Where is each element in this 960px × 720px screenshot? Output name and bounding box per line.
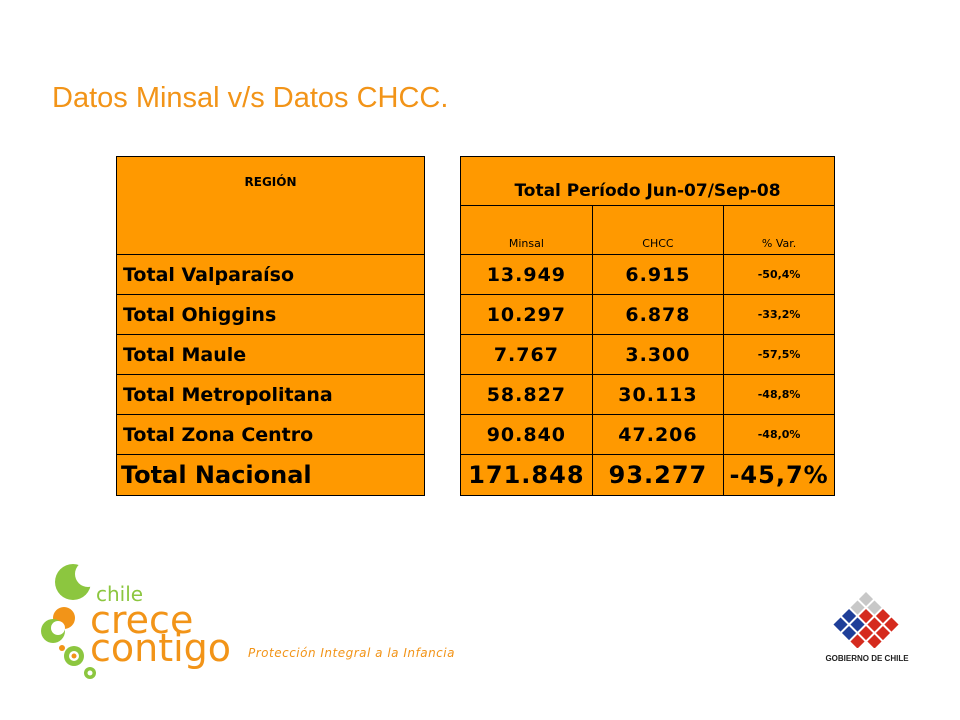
column-header-minsal: Minsal xyxy=(460,205,593,255)
total-chcc-cell: 93.277 xyxy=(591,454,725,496)
total-region-cell: Total Nacional xyxy=(116,454,425,496)
logo-text-contigo: contigo xyxy=(90,626,232,670)
region-cell: Total Valparaíso xyxy=(116,254,425,295)
chcc-cell: 6.915 xyxy=(591,254,725,295)
minsal-cell: 10.297 xyxy=(460,294,593,335)
total-var-cell: -45,7% xyxy=(723,454,835,496)
gobierno-de-chile-logo xyxy=(833,592,899,648)
minsal-cell: 90.840 xyxy=(460,414,593,455)
minsal-cell: 13.949 xyxy=(460,254,593,295)
var-cell: -50,4% xyxy=(723,254,835,295)
region-header: REGIÓN xyxy=(116,156,425,255)
tagline: Protección Integral a la Infancia xyxy=(248,646,455,660)
gobierno-de-chile-label: GOBIERNO DE CHILE xyxy=(825,654,909,663)
chcc-cell: 3.300 xyxy=(591,334,725,375)
logo-text-crece: crece xyxy=(90,598,194,642)
region-cell: Total Zona Centro xyxy=(116,414,425,455)
minsal-cell: 58.827 xyxy=(460,374,593,415)
region-table: REGIÓN Total Valparaíso Total Ohiggins T… xyxy=(116,156,425,496)
minsal-cell: 7.767 xyxy=(460,334,593,375)
column-header-chcc: CHCC xyxy=(591,205,725,255)
column-header-var: % Var. xyxy=(723,205,835,255)
var-cell: -48,0% xyxy=(723,414,835,455)
var-cell: -33,2% xyxy=(723,294,835,335)
region-cell: Total Ohiggins xyxy=(116,294,425,335)
region-cell: Total Metropolitana xyxy=(116,374,425,415)
chcc-cell: 47.206 xyxy=(591,414,725,455)
period-header: Total Período Jun-07/Sep-08 xyxy=(460,156,835,206)
chcc-cell: 30.113 xyxy=(591,374,725,415)
var-cell: -57,5% xyxy=(723,334,835,375)
values-table: Total Período Jun-07/Sep-08 Minsal CHCC … xyxy=(460,156,835,496)
var-cell: -48,8% xyxy=(723,374,835,415)
chcc-cell: 6.878 xyxy=(591,294,725,335)
total-minsal-cell: 171.848 xyxy=(460,454,593,496)
region-cell: Total Maule xyxy=(116,334,425,375)
logo-text-chile: chile xyxy=(96,582,144,606)
chile-crece-contigo-logo xyxy=(41,561,101,679)
page-title: Datos Minsal v/s Datos CHCC. xyxy=(52,82,449,114)
